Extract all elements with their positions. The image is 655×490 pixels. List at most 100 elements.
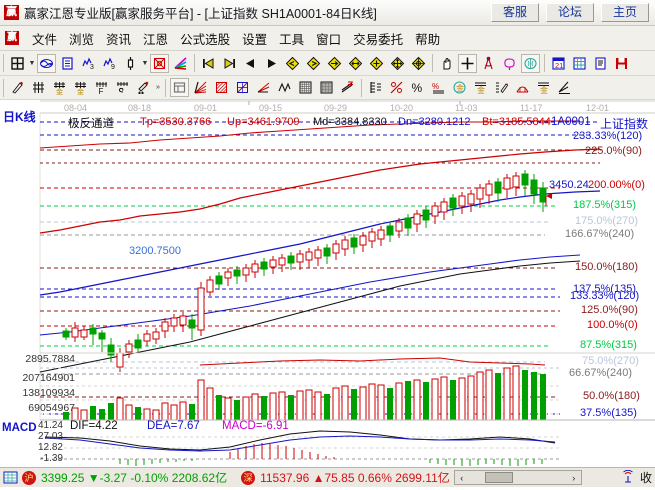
scroll-right-arrow[interactable]: › — [572, 472, 576, 483]
spiral-icon[interactable] — [113, 78, 132, 97]
angle-up-icon[interactable] — [254, 78, 273, 97]
zigzag-icon[interactable] — [275, 78, 294, 97]
step-back-icon[interactable] — [241, 54, 260, 73]
compress-icon[interactable] — [367, 54, 386, 73]
gann-gold-1-icon[interactable]: 金 — [50, 78, 69, 97]
chart-area[interactable]: 日K线 08-04 08-18 09-01 09-15 09-29 10-20 … — [0, 100, 655, 467]
gold-circle-icon[interactable]: 金 — [450, 78, 469, 97]
document-icon[interactable] — [58, 54, 77, 73]
first-page-icon[interactable] — [199, 54, 218, 73]
fan-red-icon[interactable] — [191, 78, 210, 97]
percent-icon[interactable]: % — [408, 78, 427, 97]
report-icon[interactable] — [591, 54, 610, 73]
sh-market-badge[interactable]: 沪 — [22, 470, 36, 485]
signal-antenna-icon[interactable] — [621, 469, 636, 485]
calendar-day-icon[interactable] — [8, 54, 27, 73]
scroll-left-arrow[interactable]: ‹ — [460, 472, 464, 483]
sh-index-arrow: ▼ — [87, 471, 100, 485]
macd-indicator-tag: MACD — [2, 422, 37, 434]
pen-tip-icon[interactable] — [134, 78, 153, 97]
gann-gold-2-icon[interactable]: 金 — [71, 78, 90, 97]
expand-horizontal-icon[interactable] — [346, 54, 365, 73]
gann-square-icon[interactable] — [212, 78, 231, 97]
menu-item-news[interactable]: 资讯 — [106, 32, 132, 47]
percent-lines-icon[interactable]: % — [429, 78, 448, 97]
move-all-icon[interactable] — [388, 54, 407, 73]
menu-item-gann[interactable]: 江恩 — [143, 32, 169, 47]
menu-item-browse[interactable]: 浏览 — [69, 32, 95, 47]
brain-icon[interactable] — [521, 53, 540, 73]
macd-val: -6.91 — [262, 420, 289, 432]
wave-network-icon[interactable] — [37, 53, 56, 73]
app-logo-icon: 赢 — [4, 5, 19, 20]
color-fan-icon[interactable] — [171, 54, 190, 73]
gold-bars-icon[interactable]: 金 — [471, 78, 490, 97]
menu-item-window[interactable]: 窗口 — [316, 32, 342, 47]
sh-index-quote[interactable]: 3399.25 ▼-3.27 -0.10% 2208.62亿 — [41, 469, 227, 486]
indicator-dn-value: Dn=3280.1212 — [398, 116, 471, 128]
dropdown-arrow-2-icon[interactable]: ▼ — [141, 59, 149, 67]
menu-item-settings[interactable]: 设置 — [242, 32, 268, 47]
toolbar2-separator — [3, 78, 4, 97]
toolbar-overflow-icon[interactable]: » — [156, 84, 160, 91]
marker-pen-icon[interactable] — [492, 78, 511, 97]
indicator-3-icon[interactable]: 3 — [79, 54, 98, 73]
angle-pair-icon[interactable] — [555, 78, 574, 97]
sz-market-badge[interactable]: 深 — [241, 470, 256, 485]
candlestick-series — [62, 170, 547, 372]
frame-icon[interactable] — [170, 78, 189, 97]
gann-box-icon[interactable] — [150, 53, 169, 73]
svg-text:3: 3 — [90, 64, 94, 71]
indicator-9-icon[interactable]: 9 — [100, 54, 119, 73]
menu-item-file[interactable]: 文件 — [32, 32, 58, 47]
forum-button[interactable]: 论坛 — [546, 3, 594, 22]
crosshair-icon[interactable] — [458, 53, 477, 73]
candle-single-icon[interactable] — [121, 54, 140, 73]
grid-table-icon[interactable] — [570, 54, 589, 73]
trend-lines-icon[interactable] — [338, 78, 357, 97]
grid-dense-icon[interactable] — [317, 78, 336, 97]
symbol-code-label: 1A0001 — [551, 116, 591, 128]
menu-item-tools[interactable]: 工具 — [279, 32, 305, 47]
pan-right-icon[interactable] — [325, 54, 344, 73]
bt-val: 3185.5844 — [498, 116, 551, 128]
menu-item-trade[interactable]: 交易委托 — [353, 32, 404, 47]
calendar-21-icon[interactable]: 21 — [549, 54, 568, 73]
scrollbar-thumb[interactable] — [484, 472, 513, 483]
hand-tool-icon[interactable] — [437, 54, 456, 73]
fan-f-icon[interactable]: F — [92, 78, 111, 97]
grid-fine-icon[interactable] — [296, 78, 315, 97]
menu-item-help[interactable]: 帮助 — [415, 32, 441, 47]
gold-level-icon[interactable]: 金 — [534, 78, 553, 97]
macd-scale-0: 41.24 — [37, 420, 63, 431]
quote-table-icon[interactable] — [3, 470, 18, 485]
step-forward-icon[interactable] — [262, 54, 281, 73]
sz-index-value: 11537.96 — [260, 471, 310, 485]
macd-dif-value: DIF=4.22 — [70, 420, 118, 432]
save-icon[interactable] — [612, 54, 631, 73]
symbol-name-label: 上证指数 — [600, 117, 649, 131]
ladder-icon[interactable] — [366, 78, 385, 97]
toolbar-separator-4 — [544, 54, 545, 72]
sh-index-percent: -0.10% — [130, 471, 169, 485]
menu-item-formula-screen[interactable]: 公式选股 — [180, 32, 231, 47]
zoom-left-icon[interactable] — [283, 54, 302, 73]
support-button[interactable]: 客服 — [491, 3, 539, 22]
gann-label-87: 87.5%(315) — [580, 339, 637, 351]
arc-red-icon[interactable] — [513, 78, 532, 97]
horizontal-scrollbar[interactable]: ‹ › — [453, 470, 582, 485]
percent-red-icon[interactable] — [387, 78, 406, 97]
zoom-right-icon[interactable] — [304, 54, 323, 73]
pen-red-icon[interactable] — [8, 78, 27, 97]
gann-label-100: 100.0%(0) — [587, 319, 638, 331]
tree-icon[interactable] — [500, 54, 519, 73]
crosshair-move-icon[interactable] — [409, 54, 428, 73]
compass-icon[interactable] — [479, 54, 498, 73]
home-button[interactable]: 主页 — [601, 3, 649, 22]
sz-index-quote[interactable]: 11537.96 ▲75.85 0.66% 2699.11亿 — [260, 469, 450, 486]
last-page-icon[interactable] — [220, 54, 239, 73]
dropdown-arrow-icon[interactable]: ▼ — [28, 59, 36, 67]
grid-lines-icon[interactable] — [29, 78, 48, 97]
gann-grid-icon[interactable] — [233, 78, 252, 97]
